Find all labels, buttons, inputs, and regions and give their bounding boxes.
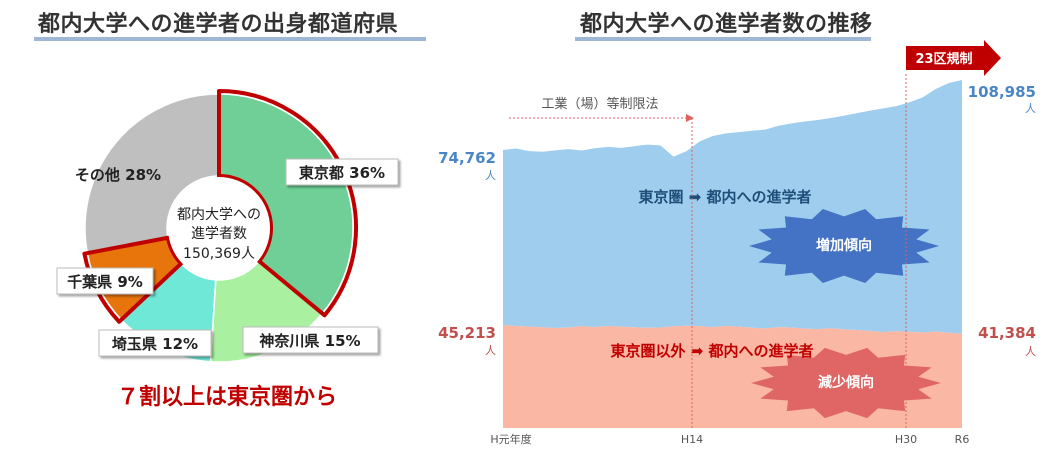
- donut-hole: [168, 177, 270, 279]
- right-title-underline: [575, 37, 871, 41]
- left-panel-title: 都内大学への進学者の出身都道府県: [38, 12, 399, 37]
- increase-badge-text: 増加傾向: [816, 237, 872, 254]
- label-kanagawa-text: 神奈川県 15%: [259, 332, 360, 350]
- outside-end-value: 41,384: [978, 324, 1036, 342]
- label-tokyo: 東京都 36%: [285, 158, 399, 186]
- regulation-label: 23区規制: [915, 51, 972, 67]
- donut-center: 都内大学への 進学者数 150,369人: [177, 207, 261, 262]
- donut-center-total: 150,369人: [183, 246, 255, 262]
- tokyo-start-value: 74,762: [438, 149, 496, 167]
- tokyo-end-value: 108,985: [968, 83, 1036, 101]
- label-chiba-text: 千葉県 9%: [67, 273, 143, 291]
- factory-law-arrowhead: [686, 114, 694, 122]
- outside-area-label: 東京圏以外 ➡ 都内への進学者: [610, 342, 813, 360]
- x-tick-h30: H30: [895, 433, 917, 446]
- slice-other: [84, 93, 220, 254]
- label-saitama-text: 埼玉県 12%: [112, 335, 198, 353]
- label-tokyo-text: 東京都 36%: [299, 164, 385, 182]
- left-title-underline: [34, 37, 426, 41]
- x-tick-h14: H14: [681, 433, 703, 446]
- decrease-badge: 減少傾向: [751, 347, 941, 419]
- donut-center-line2: 進学者数: [191, 226, 247, 242]
- tokyo-start-unit: 人: [485, 169, 496, 182]
- outside-start-value: 45,213: [438, 324, 496, 342]
- right-panel-title: 都内大学への進学者数の推移: [580, 12, 873, 37]
- regulation-banner: 23区規制: [906, 40, 1001, 76]
- factory-law-label: 工業（場）等制限法: [541, 96, 658, 112]
- label-chiba: 千葉県 9%: [56, 267, 154, 295]
- label-kanagawa: 神奈川県 15%: [242, 326, 379, 354]
- label-saitama: 埼玉県 12%: [98, 329, 212, 357]
- highlight-outline-tokyo: [217, 89, 358, 318]
- outside-end-unit: 人: [1025, 345, 1036, 358]
- donut-center-line1: 都内大学への: [177, 207, 261, 223]
- label-other-text: その他 28%: [75, 166, 161, 184]
- highlight-caption: ７割以上は東京圏から: [117, 384, 337, 410]
- x-tick-r6: R6: [955, 433, 970, 446]
- tokyo-area-series: [503, 80, 962, 334]
- tokyo-area-label: 東京圏 ➡ 都内への進学者: [638, 188, 811, 206]
- highlight-outline-chiba: [82, 235, 184, 324]
- x-tick-h1: H元年度: [490, 432, 531, 446]
- decrease-badge-text: 減少傾向: [818, 374, 874, 391]
- outside-start-unit: 人: [485, 344, 496, 357]
- increase-badge: 増加傾向: [749, 208, 939, 284]
- tokyo-end-unit: 人: [1025, 102, 1036, 115]
